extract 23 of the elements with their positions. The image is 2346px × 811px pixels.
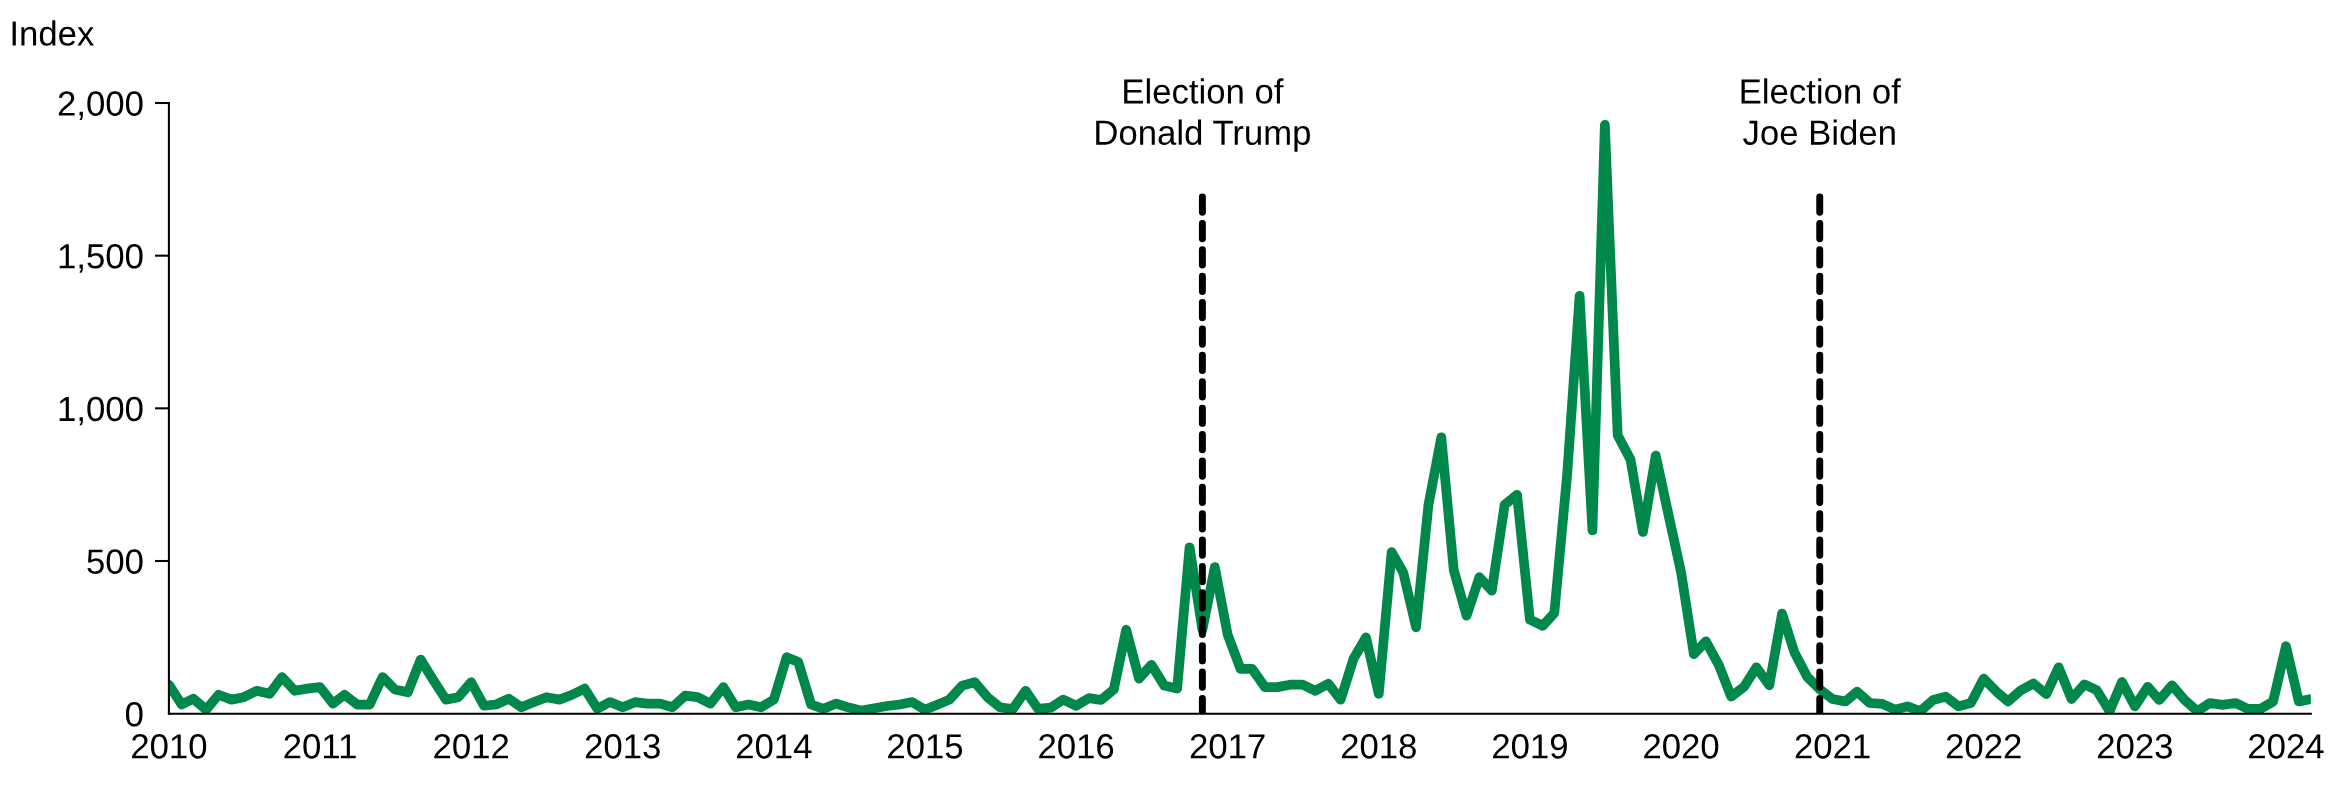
- y-tick-label: 2,000: [58, 91, 143, 121]
- x-tick-label: 2017: [1190, 734, 1265, 759]
- x-tick-label: 2023: [2097, 734, 2172, 759]
- x-tick-label: 2012: [434, 734, 509, 759]
- x-tick-label: 2018: [1341, 734, 1416, 759]
- x-tick-label: 2021: [1795, 734, 1870, 759]
- x-tick-label: 2024: [2249, 734, 2324, 759]
- x-tick-label: 2014: [736, 734, 812, 759]
- x-tick-label: 2015: [888, 734, 963, 759]
- x-tick-label: 2011: [284, 734, 356, 759]
- x-tick-label: 2022: [1946, 734, 2021, 759]
- x-tick-label: 2016: [1039, 734, 1114, 759]
- y-tick-label: 500: [87, 549, 143, 574]
- y-tick-label: 0: [125, 702, 143, 727]
- x-tick-label: 2013: [585, 734, 660, 759]
- x-tick-label: 2020: [1644, 734, 1719, 759]
- y-tick-label: 1,500: [59, 244, 143, 273]
- ref-line-label: Election of Joe Biden: [1741, 78, 1901, 145]
- x-tick-label: 2019: [1493, 734, 1567, 759]
- x-tick-label: 2010: [132, 734, 207, 759]
- y-tick-label: 1,000: [59, 396, 143, 426]
- y-axis-title: Index: [12, 20, 94, 46]
- ref-line-label: Election of Donald Trump: [1096, 78, 1310, 152]
